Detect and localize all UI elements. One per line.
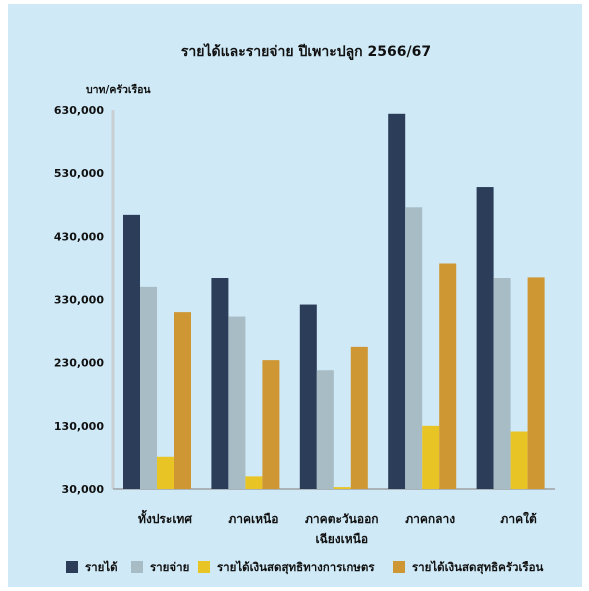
x-tick-label: ภาคเหนือ: [228, 512, 278, 526]
bar: [388, 113, 406, 489]
bar: [405, 207, 423, 489]
x-tick-label: ภาคกลาง: [405, 512, 455, 526]
bar: [157, 456, 174, 489]
y-tick-label: 230,000: [54, 357, 104, 370]
bar: [262, 360, 280, 489]
bars: [123, 113, 545, 489]
x-tick-label: ภาคตะวันออก: [305, 512, 379, 526]
legend-swatch: [393, 561, 405, 573]
x-tick-label: ภาคใต้: [500, 511, 537, 526]
y-tick-label: 130,000: [54, 420, 104, 433]
legend-label: รายจ่าย: [150, 560, 189, 574]
bar: [439, 263, 457, 489]
bar: [476, 187, 494, 489]
y-tick-label: 430,000: [54, 230, 104, 243]
bar: [493, 278, 511, 489]
bar: [422, 425, 440, 489]
bar: [140, 286, 157, 489]
legend: รายได้ รายจ่าย รายได้เงินสดสุทธิทางการเกษต…: [66, 560, 543, 575]
bar: [333, 487, 351, 489]
y-tick-label: 30,000: [62, 483, 105, 496]
bar: [316, 370, 334, 489]
chart-title: รายได้และรายจ่าย ปีเพาะปลูก 2566/67: [181, 42, 431, 60]
bar: [350, 346, 368, 489]
bar: [299, 304, 317, 489]
bar: [228, 316, 246, 489]
legend-label: รายได้: [85, 560, 118, 574]
legend-swatch: [66, 561, 78, 573]
y-tick-label: 530,000: [54, 167, 104, 180]
y-tick-labels: 30,000 130,000 230,000 330,000 430,000 530,00…: [54, 104, 104, 496]
legend-swatch: [131, 561, 143, 573]
legend-label: รายได้เงินสดสุทธิครัวเรือน: [412, 560, 543, 575]
bar: [123, 214, 140, 489]
y-tick-label: 330,000: [54, 294, 104, 307]
x-tick-label: เฉียงเหนือ: [316, 532, 369, 546]
bar: [211, 278, 229, 489]
x-tick-label: ทั้งประเทศ: [138, 509, 192, 526]
bar: [510, 431, 528, 489]
bar: [174, 312, 191, 489]
y-tick-label: 630,000: [54, 104, 104, 117]
bar: [527, 277, 545, 489]
legend-label: รายได้เงินสดสุทธิทางการเกษตร: [217, 560, 375, 575]
y-axis-label: บาท/ครัวเรือน: [86, 83, 151, 96]
legend-swatch: [198, 561, 210, 573]
bar: [245, 476, 263, 489]
